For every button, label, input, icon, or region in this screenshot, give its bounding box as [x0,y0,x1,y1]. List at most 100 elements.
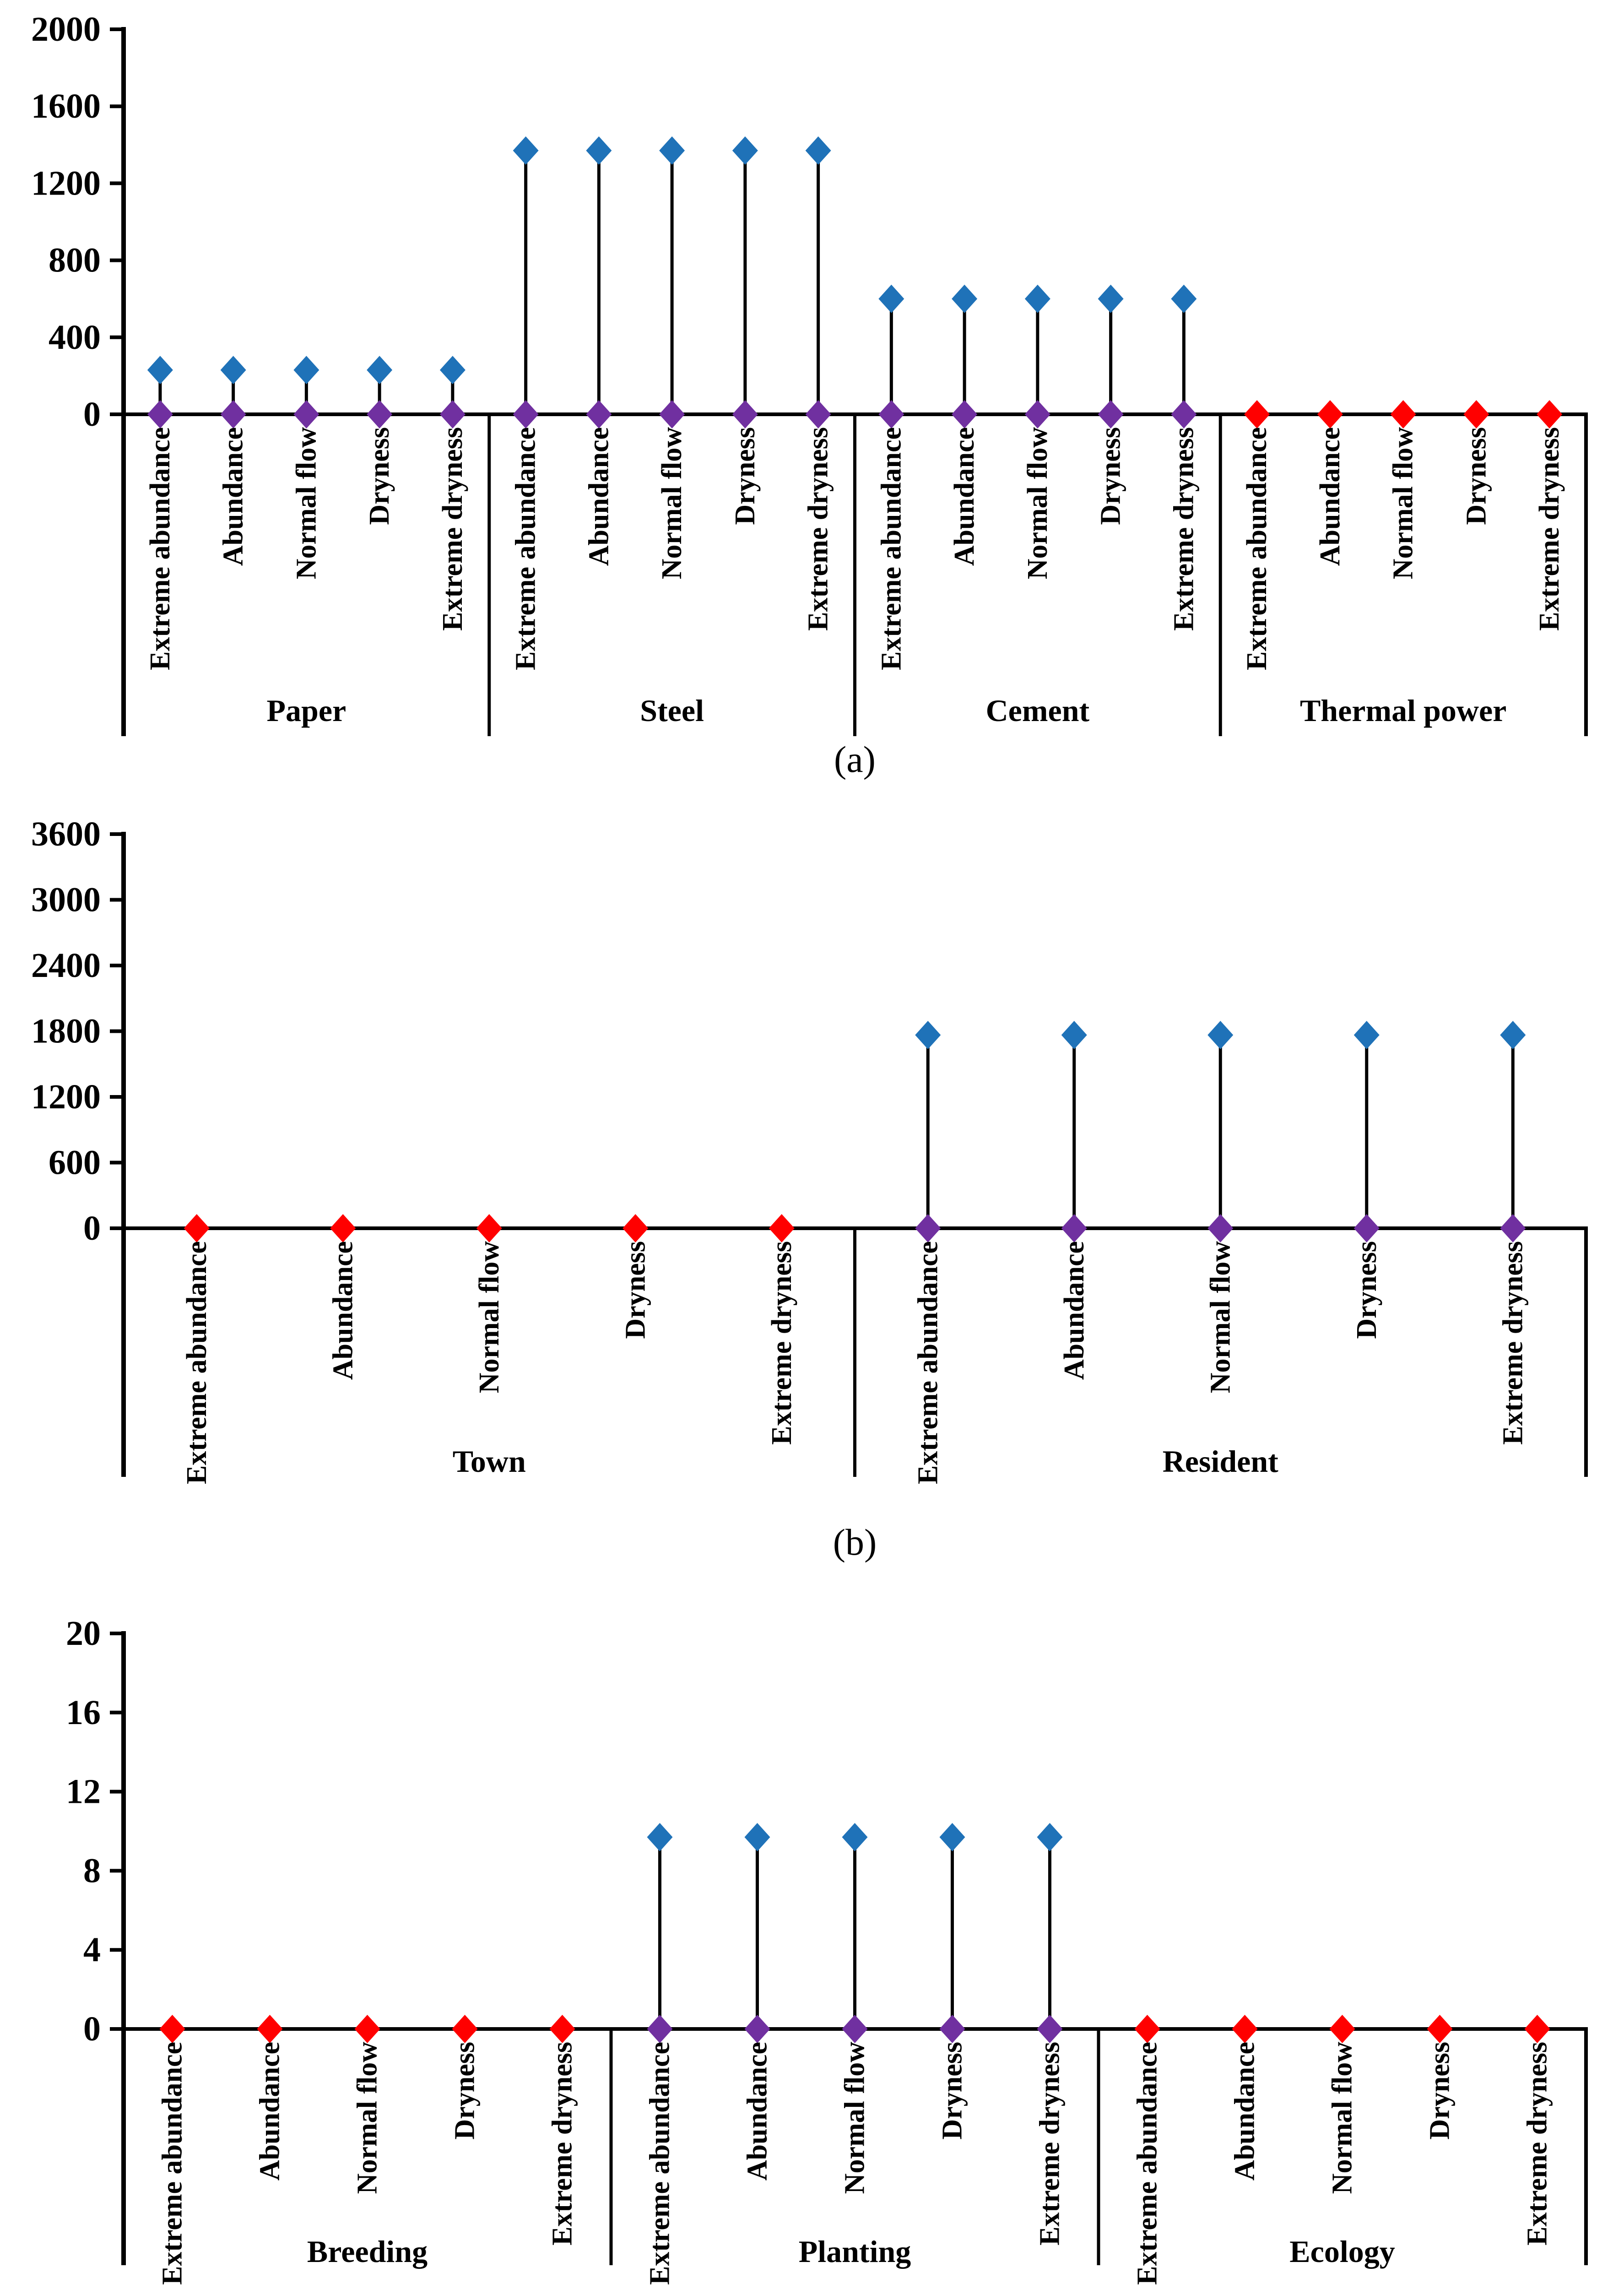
group-label: Breeding [307,2234,428,2269]
category-label: Dryness [730,427,761,525]
lower-marker [439,400,466,429]
category-label: Extreme abundance [145,427,176,670]
lower-marker [1500,1214,1526,1242]
group-label: Ecology [1289,2234,1395,2269]
equal-marker [1134,2015,1160,2043]
category-label: Abundance [1229,2042,1261,2181]
equal-marker [1524,2015,1550,2043]
y-tick-label: 8 [83,1851,101,1890]
equal-marker [1244,400,1270,429]
equal-marker [354,2015,380,2043]
equal-marker [623,1214,649,1242]
y-tick-label: 0 [83,1209,101,1248]
upper-marker [878,284,904,313]
group-label: Planting [799,2234,911,2269]
y-tick-label: 0 [83,2010,101,2048]
upper-marker [939,1823,965,1851]
equal-marker [1232,2015,1258,2043]
group-label: Thermal power [1300,693,1506,728]
lower-marker [915,1214,941,1242]
lower-marker [1098,400,1124,429]
category-label: Abundance [949,427,980,566]
category-label: Dryness [1424,2042,1456,2140]
upper-marker [952,284,978,313]
upper-marker [805,136,831,165]
group-label: Resident [1163,1444,1278,1479]
y-tick-label: 16 [66,1693,101,1732]
category-label: Extreme abundance [876,427,907,670]
category-label: Extreme dryness [1168,427,1199,631]
category-label: Normal flow [1388,427,1419,580]
group-label: Cement [986,693,1090,728]
category-label: Abundance [218,427,249,566]
equal-marker [184,1214,210,1242]
lower-marker [1353,1214,1380,1242]
group-label: Steel [640,693,704,728]
lower-marker [659,400,685,429]
upper-marker [1024,284,1050,313]
lower-marker [1207,1214,1234,1242]
equal-marker [1390,400,1416,429]
upper-marker [1207,1020,1234,1049]
category-label: Extreme abundance [181,1241,212,1484]
category-label: Dryness [364,427,395,525]
category-label: Extreme abundance [1241,427,1272,670]
category-label: Normal flow [291,427,322,580]
lower-marker [147,400,173,429]
caption-a: (a) [834,738,876,780]
category-label: Extreme dryness [1497,1241,1528,1445]
caption-b: (b) [833,1521,877,1563]
lower-marker [805,400,831,429]
y-tick-label: 12 [66,1773,101,1811]
equal-marker [1463,400,1489,429]
upper-marker [842,1823,868,1851]
group-label: Paper [267,693,346,728]
category-label: Extreme dryness [766,1241,797,1445]
y-tick-label: 4 [83,1931,101,1969]
upper-marker [915,1020,941,1049]
lower-marker [220,400,246,429]
equal-marker [549,2015,575,2043]
upper-marker [1353,1020,1380,1049]
lower-marker [939,2015,965,2043]
lower-marker [367,400,393,429]
category-label: Extreme abundance [157,2042,188,2285]
lower-marker [952,400,978,429]
upper-marker [744,1823,770,1851]
upper-marker [513,136,539,165]
category-label: Extreme dryness [437,427,468,631]
y-tick-label: 1600 [31,87,101,125]
equal-marker [330,1214,356,1242]
y-tick-label: 2400 [31,946,101,985]
y-tick-label: 3600 [31,815,101,853]
lower-marker [732,400,758,429]
upper-marker [1500,1020,1526,1049]
equal-marker [159,2015,185,2043]
category-label: Normal flow [656,427,687,580]
category-label: Abundance [1059,1241,1090,1380]
upper-marker [220,356,246,385]
category-label: Extreme dryness [1034,2042,1066,2246]
category-label: Dryness [937,2042,968,2140]
y-tick-label: 0 [83,395,101,434]
category-label: Abundance [742,2042,773,2181]
category-label: Extreme abundance [644,2042,676,2285]
y-tick-label: 2000 [31,10,101,49]
upper-marker [586,136,612,165]
upper-marker [1098,284,1124,313]
lower-marker [1171,400,1197,429]
category-label: Dryness [1351,1241,1382,1339]
lower-marker [842,2015,868,2043]
category-label: Normal flow [1022,427,1053,580]
category-label: Normal flow [1327,2042,1358,2194]
category-label: Extreme abundance [1132,2042,1163,2285]
equal-marker [452,2015,478,2043]
category-label: Normal flow [839,2042,871,2194]
lower-marker [586,400,612,429]
y-tick-label: 400 [49,318,101,357]
lower-marker [744,2015,770,2043]
equal-marker [769,1214,795,1242]
lower-marker [878,400,904,429]
equal-marker [476,1214,502,1242]
